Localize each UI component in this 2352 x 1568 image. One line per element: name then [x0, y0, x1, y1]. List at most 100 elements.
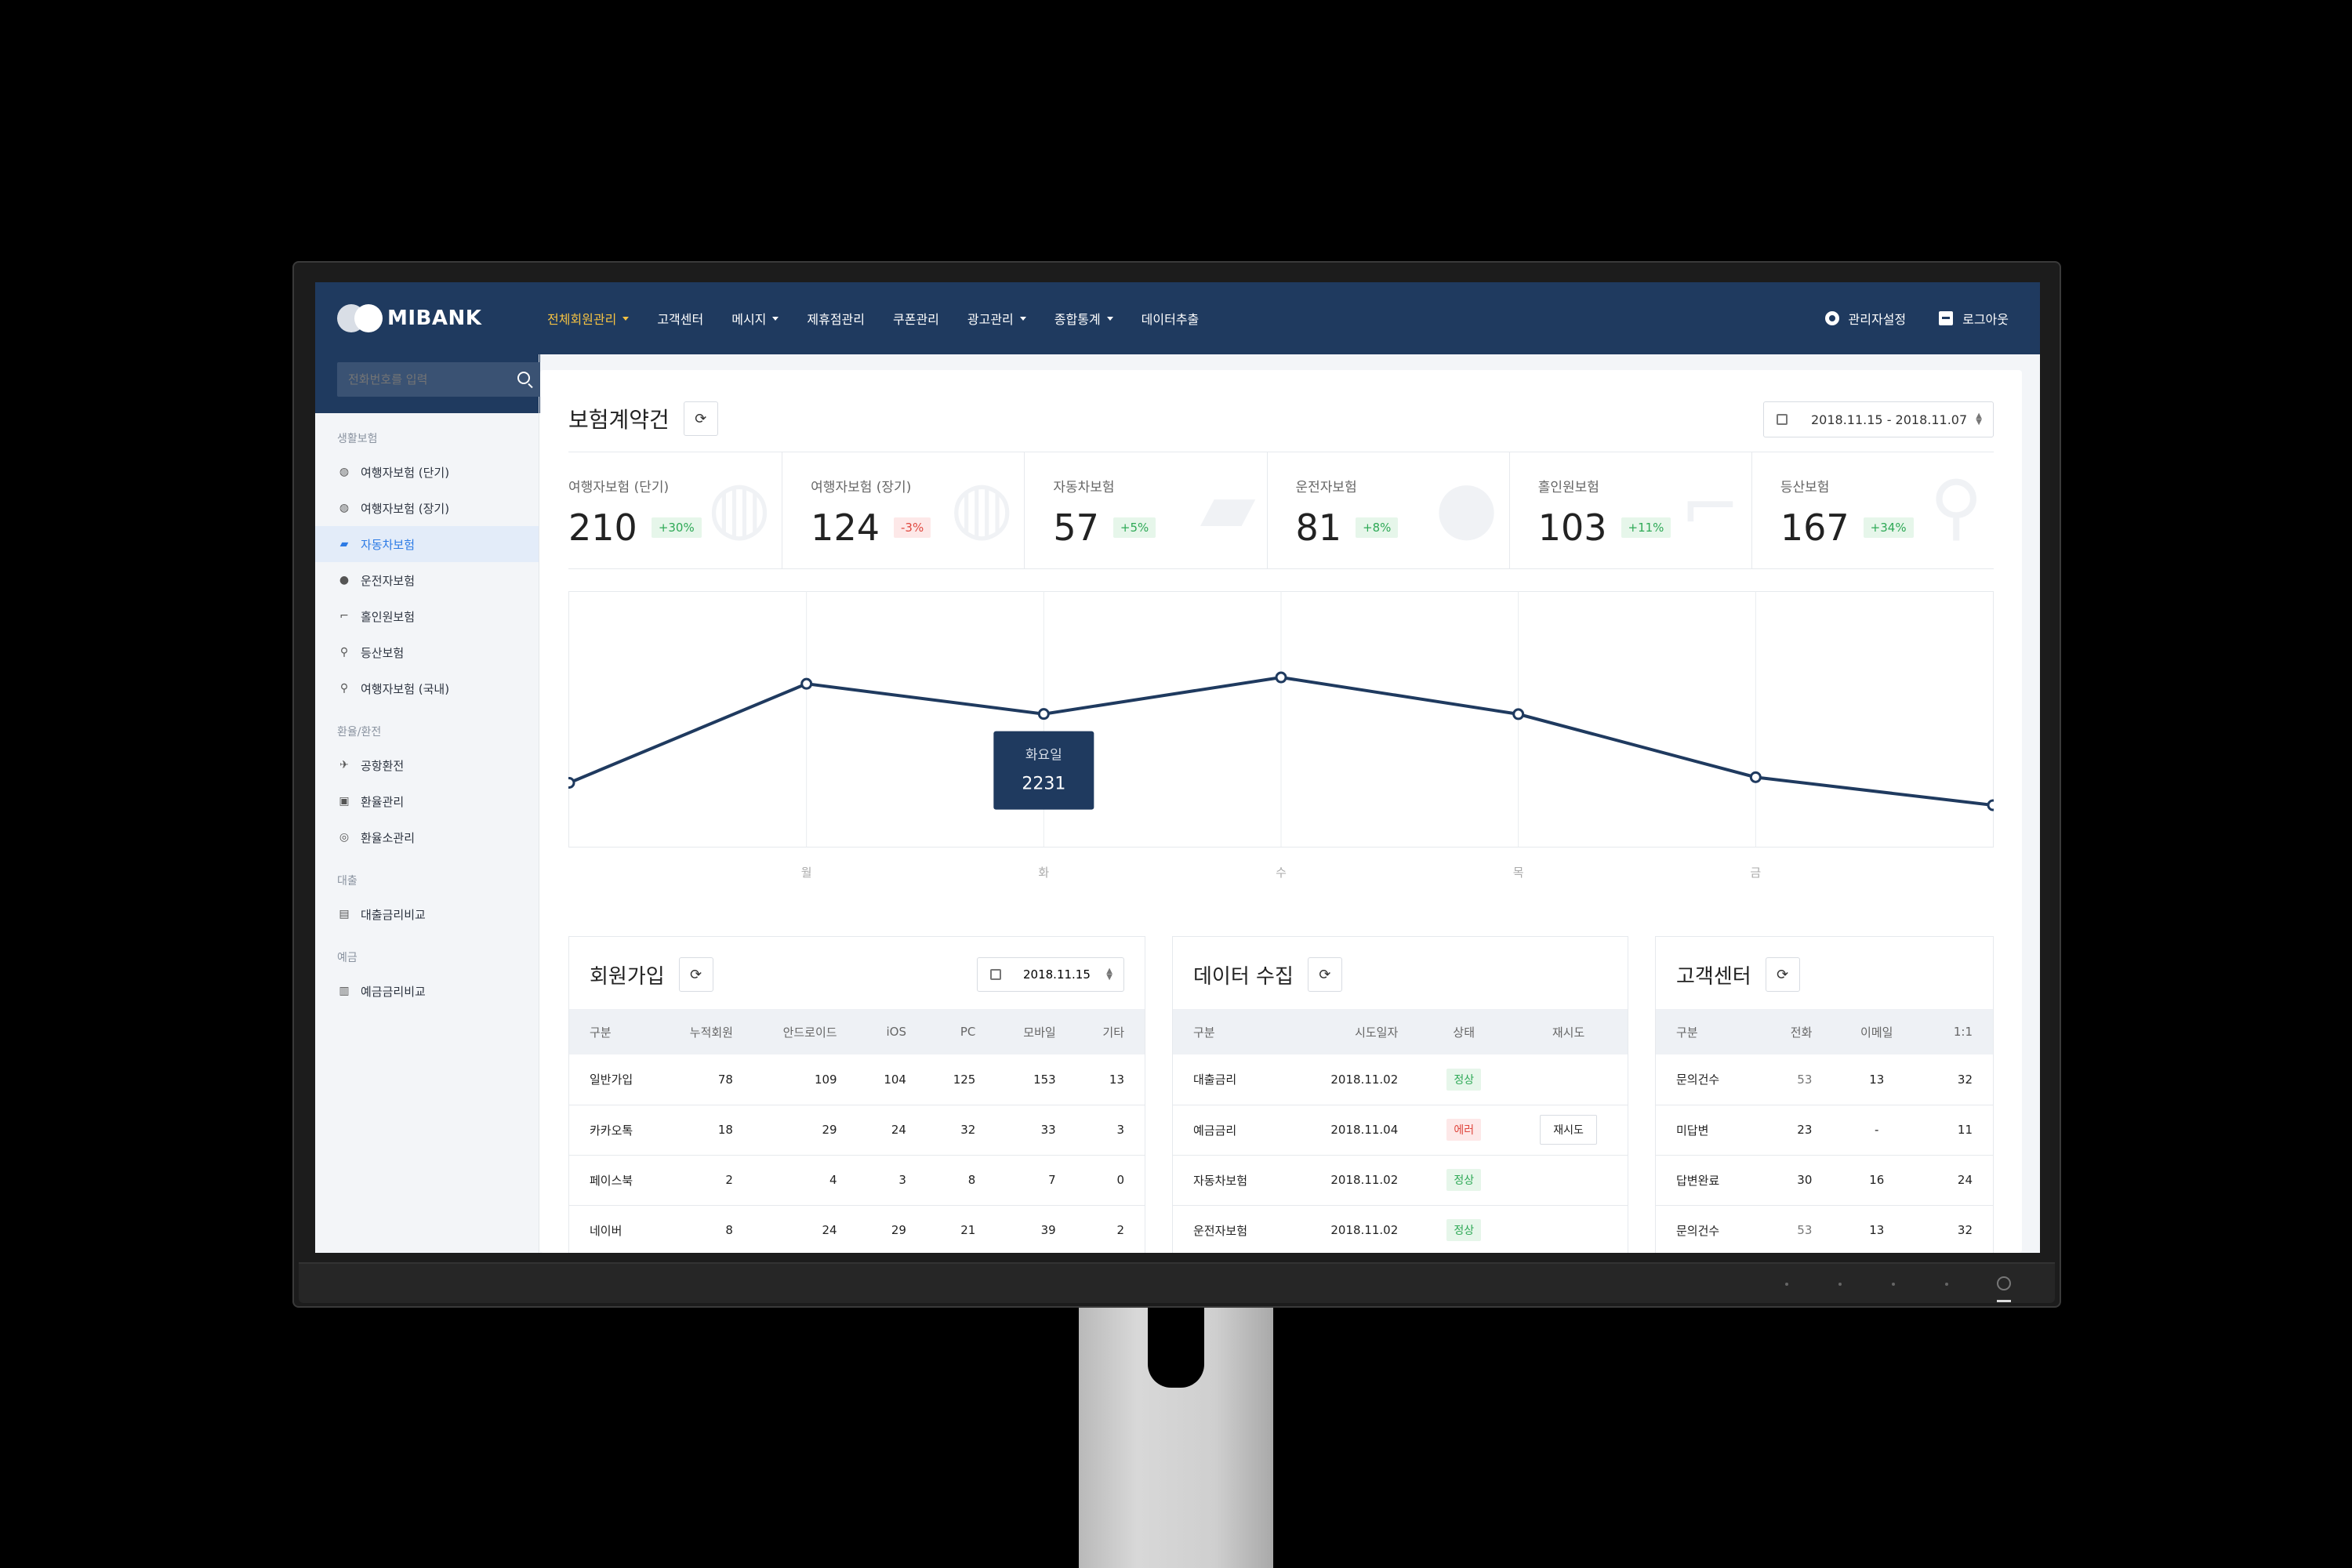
- data-collection-refresh-button[interactable]: ⟳: [1307, 957, 1342, 992]
- sidebar-item[interactable]: ◍ 여행자보험 (장기): [315, 490, 539, 526]
- kpi-change-badge: +8%: [1356, 517, 1399, 538]
- hiker-icon: ⚲: [339, 646, 349, 659]
- admin-settings-label: 관리자설정: [1848, 312, 1907, 327]
- nav-item[interactable]: 쿠폰관리: [893, 309, 939, 328]
- top-navbar: MIBANK 전체회원관리 고객센터 메시지 제휴점관리 쿠폰관리 광고관리 종합통계 데이터…: [315, 282, 2040, 354]
- contracts-date-range-picker[interactable]: 2018.11.15 - 2018.11.07 ▲ ▼: [1763, 401, 1994, 437]
- sidebar-item-label: 예금금리비교: [361, 984, 426, 999]
- nav-item[interactable]: 고객센터: [657, 309, 703, 328]
- table-cell: 8: [926, 1155, 996, 1206]
- bezel-button: [1785, 1283, 1788, 1286]
- kpi-card[interactable]: ◍ 여행자보험 (단기) 210 +30%: [568, 452, 783, 568]
- deposit-icon: ▥: [339, 985, 350, 997]
- logo[interactable]: MIBANK: [337, 303, 481, 334]
- calendar-icon: [1777, 414, 1788, 425]
- sidebar-item[interactable]: ⚲ 여행자보험 (국내): [315, 670, 539, 706]
- kpi-card[interactable]: ● 운전자보험 81 +8%: [1268, 452, 1510, 568]
- table-cell: 29: [753, 1105, 858, 1156]
- plane-icon: ✈: [339, 759, 349, 771]
- sidebar-item-label: 운전자보험: [361, 573, 416, 588]
- kpi-value: 103: [1537, 506, 1607, 549]
- admin-settings-button[interactable]: 관리자설정: [1824, 309, 1907, 328]
- kpi-change-badge: +5%: [1112, 517, 1156, 538]
- search-icon[interactable]: [517, 372, 530, 384]
- kpi-card[interactable]: ▰ 자동차보험 57 +5%: [1025, 452, 1268, 568]
- coins-icon: ◎: [339, 831, 350, 844]
- sidebar-item[interactable]: ▣ 환율관리: [315, 783, 539, 819]
- table-cell: 7: [996, 1155, 1076, 1206]
- table-cell: 예금금리: [1173, 1105, 1288, 1156]
- table-cell: 29: [857, 1205, 927, 1253]
- column-header: 상태: [1418, 1009, 1510, 1054]
- column-header: 시도일자: [1287, 1009, 1419, 1054]
- sidebar-item[interactable]: ◍ 여행자보험 (단기): [315, 454, 539, 490]
- sidebar-group-title: 환율/환전: [337, 726, 382, 739]
- car-icon: ▰: [339, 538, 349, 550]
- table-header-row: 구분 누적회원 안드로이드 iOS PC 모바일 기타: [569, 1009, 1145, 1054]
- chart-point: [800, 677, 813, 690]
- status-badge: 정상: [1446, 1219, 1482, 1241]
- table-cell: 2018.11.02: [1287, 1155, 1419, 1206]
- table-cell: 125: [926, 1054, 996, 1105]
- kpi-value-row: 167 +34%: [1780, 506, 1994, 549]
- kpi-value-row: 103 +11%: [1538, 506, 1751, 549]
- signup-refresh-button[interactable]: ⟳: [678, 957, 713, 992]
- nav-item[interactable]: 제휴점관리: [807, 309, 865, 328]
- chevron-down-icon: [772, 316, 779, 321]
- kpi-label: 여행자보험 (단기): [568, 480, 670, 495]
- sidebar-item[interactable]: ◎ 환율소관리: [315, 819, 539, 855]
- kpi-card[interactable]: ⌐ 홀인원보험 103 +11%: [1510, 452, 1752, 568]
- chevron-down-icon: [1106, 316, 1113, 321]
- sidebar-item[interactable]: ▥ 예금금리비교: [315, 973, 539, 1009]
- bezel-button: [1945, 1283, 1948, 1286]
- table-cell: 문의건수: [1656, 1205, 1758, 1253]
- contracts-header: 보험계약건 ⟳: [568, 401, 718, 436]
- sidebar-item[interactable]: ⌐ 홀인원보험: [315, 598, 539, 634]
- contracts-refresh-button[interactable]: ⟳: [683, 401, 718, 436]
- table-header: 구분 누적회원 안드로이드 iOS PC 모바일 기타: [569, 1009, 1145, 1054]
- table-row: 문의건수 53 13 32: [1656, 1054, 1993, 1105]
- support-refresh-button[interactable]: ⟳: [1765, 957, 1800, 992]
- nav-item[interactable]: 전체회원관리: [547, 309, 630, 328]
- kpi-card[interactable]: ◍ 여행자보험 (장기) 124 -3%: [782, 452, 1025, 568]
- phone-search-input[interactable]: [337, 362, 494, 397]
- column-header: iOS: [857, 1009, 927, 1054]
- data-collection-title: 데이터 수집: [1193, 964, 1294, 989]
- kpi-card[interactable]: ⚲ 등산보험 167 +34%: [1752, 452, 1994, 568]
- chart-point: [1037, 708, 1050, 720]
- support-header: 고객센터 ⟳: [1676, 957, 1800, 992]
- nav-item[interactable]: 광고관리: [967, 309, 1026, 328]
- nav-item[interactable]: 종합통계: [1054, 309, 1113, 328]
- table-cell: 16: [1832, 1155, 1922, 1206]
- sidebar-item[interactable]: ⚲ 등산보험: [315, 634, 539, 670]
- table-cell: 18: [661, 1105, 753, 1156]
- nav-item[interactable]: 메시지: [731, 309, 779, 328]
- table-row: 예금금리 2018.11.04 에러 재시도: [1173, 1105, 1628, 1156]
- table-cell: 2018.11.02: [1287, 1205, 1419, 1253]
- table-cell: 3: [1076, 1105, 1145, 1156]
- chart-point: [568, 777, 575, 789]
- sidebar-item[interactable]: ● 운전자보험: [315, 562, 539, 598]
- sidebar-item-label: 여행자보험 (장기): [361, 501, 450, 516]
- column-header: 구분: [569, 1009, 662, 1054]
- table-row: 미답변 23-11: [1656, 1105, 1993, 1156]
- column-header: 이메일: [1832, 1009, 1922, 1054]
- sidebar-item[interactable]: ▰ 자동차보험: [315, 526, 539, 562]
- sidebar-item[interactable]: ▤ 대출금리비교: [315, 896, 539, 932]
- table-cell: 8: [661, 1205, 753, 1253]
- sidebar-item-label: 자동차보험: [361, 537, 416, 552]
- table-row: 카카오톡 18 29 24 32 33 3: [569, 1105, 1145, 1156]
- column-header: PC: [926, 1009, 996, 1054]
- table-body: 문의건수531332미답변23-11답변완료301624문의건수531332미답…: [1656, 1054, 1993, 1253]
- sidebar-item[interactable]: ✈ 공항환전: [315, 747, 539, 783]
- column-header: 구분: [1173, 1009, 1288, 1054]
- retry-button[interactable]: 재시도: [1540, 1115, 1597, 1145]
- table-cell: 네이버: [569, 1205, 662, 1253]
- logout-button[interactable]: 로그아웃: [1939, 309, 2009, 328]
- table-row: 운전자보험 2018.11.02 정상: [1173, 1205, 1628, 1253]
- nav-item[interactable]: 데이터추출: [1142, 309, 1200, 328]
- nav-item-label: 종합통계: [1054, 312, 1101, 327]
- table-header: 구분 전화 이메일 1:1: [1656, 1009, 1993, 1054]
- signup-date-picker[interactable]: 2018.11.15 ▲ ▼: [977, 957, 1124, 992]
- table-row: 일반가입 78 109 104 125 153 13: [569, 1054, 1145, 1105]
